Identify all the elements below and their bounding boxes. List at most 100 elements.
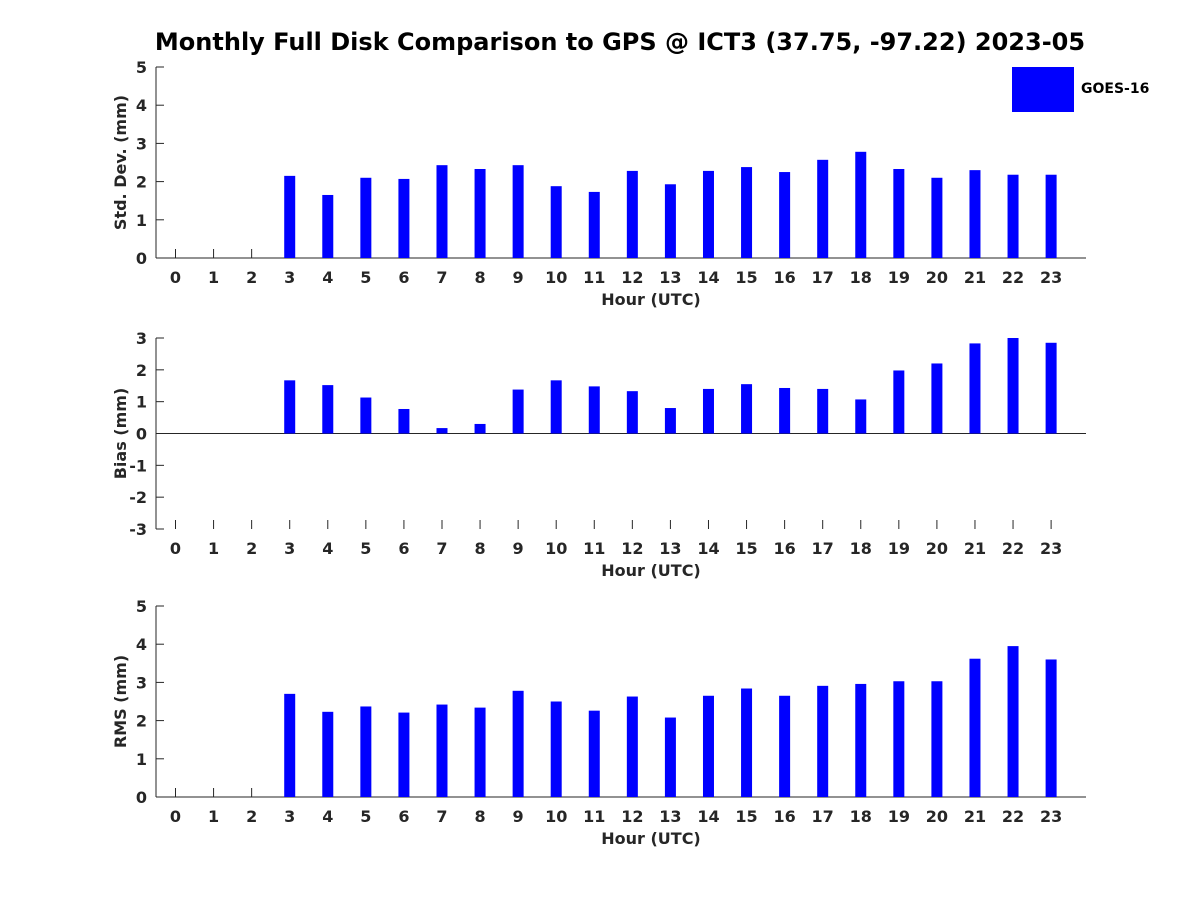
y-tick-label: 5 (136, 58, 147, 77)
bar-hour-22 (1007, 646, 1019, 797)
bar-hour-9 (512, 690, 524, 797)
bar-hour-6 (398, 408, 410, 434)
x-tick-label: 6 (398, 268, 409, 287)
x-tick-label: 9 (513, 268, 524, 287)
bar-hour-22 (1007, 174, 1019, 258)
y-tick-label: -3 (129, 520, 147, 539)
x-tick-label: 22 (1002, 268, 1024, 287)
y-tick-label: 0 (136, 249, 147, 268)
x-tick-label: 13 (659, 539, 681, 558)
bar-hour-11 (588, 386, 600, 434)
y-tick-label: -2 (129, 488, 147, 507)
y-axis-label: Std. Dev. (mm) (111, 95, 130, 230)
x-tick-label: 8 (474, 268, 485, 287)
bar-hour-14 (702, 170, 714, 258)
x-tick-label: 12 (621, 539, 643, 558)
x-tick-label: 16 (773, 268, 795, 287)
bar-hour-16 (779, 695, 791, 797)
y-tick-label: 2 (136, 361, 147, 380)
bar-hour-13 (664, 408, 676, 434)
y-tick-label: 1 (136, 211, 147, 230)
x-tick-label: 22 (1002, 807, 1024, 826)
bar-hour-6 (398, 178, 410, 258)
x-tick-label: 13 (659, 268, 681, 287)
bar-hour-3 (284, 380, 296, 434)
bar-hour-23 (1045, 659, 1057, 797)
x-tick-label: 14 (697, 807, 719, 826)
bar-hour-18 (855, 683, 867, 797)
x-tick-label: 23 (1040, 807, 1062, 826)
bar-hour-10 (550, 380, 562, 434)
x-tick-label: 11 (583, 807, 605, 826)
x-tick-label: 3 (284, 807, 295, 826)
bar-hour-9 (512, 389, 524, 434)
bar-hour-14 (702, 695, 714, 797)
y-tick-label: 4 (136, 96, 147, 115)
bar-hour-20 (931, 177, 943, 258)
bar-hour-21 (969, 658, 981, 797)
bar-hour-16 (779, 387, 791, 434)
bar-hour-17 (817, 159, 829, 258)
x-tick-label: 10 (545, 268, 567, 287)
x-tick-label: 8 (474, 539, 485, 558)
bar-hour-7 (436, 428, 448, 434)
bar-hour-13 (664, 184, 676, 258)
bar-hour-15 (741, 384, 753, 434)
x-tick-label: 19 (888, 539, 910, 558)
x-tick-label: 2 (246, 268, 257, 287)
x-tick-label: 4 (322, 807, 333, 826)
x-tick-label: 15 (735, 539, 757, 558)
y-tick-label: 2 (136, 173, 147, 192)
y-tick-label: 3 (136, 134, 147, 153)
x-tick-label: 20 (926, 539, 948, 558)
y-tick-label: 0 (136, 788, 147, 807)
x-tick-label: 4 (322, 268, 333, 287)
x-tick-label: 5 (360, 268, 371, 287)
bar-hour-19 (893, 370, 905, 434)
x-tick-label: 12 (621, 268, 643, 287)
bar-hour-4 (322, 711, 334, 797)
bar-hour-13 (664, 717, 676, 797)
x-tick-label: 22 (1002, 539, 1024, 558)
x-tick-label: 23 (1040, 268, 1062, 287)
x-tick-label: 19 (888, 807, 910, 826)
bar-hour-19 (893, 168, 905, 258)
x-tick-label: 1 (208, 539, 219, 558)
bar-hour-5 (360, 397, 372, 434)
bar-hour-19 (893, 681, 905, 797)
x-tick-label: 13 (659, 807, 681, 826)
y-tick-label: 2 (136, 712, 147, 731)
bar-hour-7 (436, 704, 448, 797)
bar-hour-23 (1045, 342, 1057, 434)
bar-hour-6 (398, 712, 410, 797)
y-axis-label: RMS (mm) (111, 655, 130, 748)
bar-hour-4 (322, 385, 334, 434)
x-tick-label: 2 (246, 807, 257, 826)
y-tick-label: 0 (136, 425, 147, 444)
x-tick-label: 1 (208, 807, 219, 826)
bar-hour-3 (284, 175, 296, 258)
x-tick-label: 6 (398, 539, 409, 558)
x-tick-label: 15 (735, 268, 757, 287)
x-tick-label: 11 (583, 539, 605, 558)
y-tick-label: 1 (136, 750, 147, 769)
x-tick-label: 0 (170, 807, 181, 826)
bar-hour-21 (969, 343, 981, 434)
y-tick-label: 3 (136, 329, 147, 348)
bar-hour-17 (817, 388, 829, 434)
bar-hour-20 (931, 363, 943, 434)
bar-hour-16 (779, 172, 791, 258)
x-tick-label: 16 (773, 807, 795, 826)
x-tick-label: 14 (697, 539, 719, 558)
bar-hour-5 (360, 177, 372, 258)
bar-hour-17 (817, 685, 829, 797)
bar-hour-15 (741, 688, 753, 797)
y-tick-label: 4 (136, 635, 147, 654)
x-tick-label: 5 (360, 807, 371, 826)
x-tick-label: 12 (621, 807, 643, 826)
bar-hour-14 (702, 388, 714, 434)
x-tick-label: 20 (926, 807, 948, 826)
legend-swatch (1012, 67, 1074, 112)
y-tick-label: -1 (129, 456, 147, 475)
bar-hour-12 (626, 696, 638, 797)
